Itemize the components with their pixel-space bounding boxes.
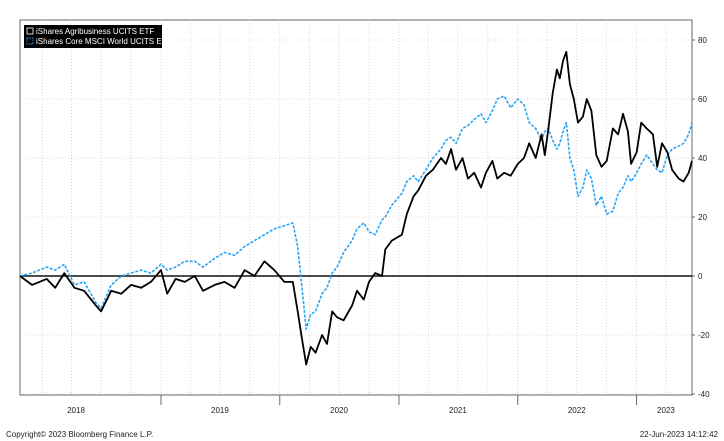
y-tick-label: 80 — [698, 36, 707, 45]
y-tick-label: 20 — [698, 213, 707, 222]
x-tick-label: 2022 — [568, 406, 586, 415]
y-tick-label: -20 — [698, 331, 710, 340]
x-axis: 2018 2019 2020 2021 2022 2023 — [67, 395, 675, 415]
legend-entry-agribusiness: iShares Agribusiness UCITS ETF — [36, 27, 154, 36]
series-lines — [19, 50, 693, 366]
x-tick-label: 2020 — [330, 406, 348, 415]
x-tick-label: 2021 — [449, 406, 467, 415]
legend-entry-msci-world: iShares Core MSCI World UCITS ETF — [36, 37, 172, 46]
grid — [20, 20, 692, 395]
x-tick-label: 2018 — [67, 406, 85, 415]
y-tick-label: 60 — [698, 95, 707, 104]
x-tick-label: 2019 — [211, 406, 229, 415]
y-axis: -40 -20 0 20 40 60 80 — [692, 36, 710, 399]
legend-background — [24, 25, 162, 48]
timestamp-text: 22-Jun-2023 14:12:42 — [639, 430, 718, 439]
copyright-text: Copyright© 2023 Bloomberg Finance L.P. — [6, 430, 154, 439]
legend: iShares Agribusiness UCITS ETF iShares C… — [24, 25, 172, 48]
x-tick-label: 2023 — [657, 406, 675, 415]
series-line-msci-world — [19, 95, 693, 330]
legend-swatch-agribusiness — [26, 27, 34, 35]
y-tick-label: 0 — [698, 272, 703, 281]
plot-area — [19, 19, 693, 396]
legend-swatch-msci-world — [26, 37, 34, 45]
y-tick-label: 40 — [698, 154, 707, 163]
series-line-agribusiness — [19, 50, 693, 366]
y-tick-label: -40 — [698, 390, 710, 399]
